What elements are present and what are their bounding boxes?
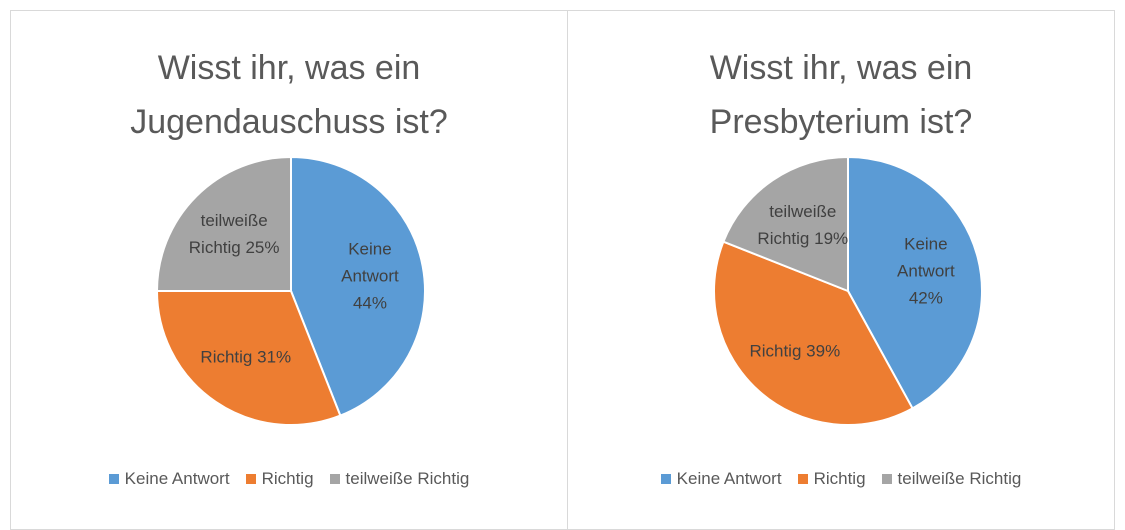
legend-swatch [245,474,256,484]
legend-item: teilweiße Richtig [881,469,1022,489]
legend-label: teilweiße Richtig [345,469,470,488]
legend-label: Keine Antwort [124,469,230,488]
pie [713,155,983,426]
data-label: Keine Antwort 44% [322,235,418,316]
chart-title: Wisst ihr, was ein Jugendauschuss ist? [130,49,448,141]
slice-category: Keine Antwort [897,234,955,281]
legend-item: Keine Antwort [660,469,782,489]
legend-swatch [329,474,340,484]
chart-title: Wisst ihr, was ein Presbyterium ist? [709,49,973,141]
legend-label: teilweiße Richtig [897,469,1022,488]
slice-category: Richtig [749,341,802,361]
slice-value: 42% [908,288,943,308]
pie-slice [290,155,426,417]
chart-panel: Wisst ihr, was ein Jugendauschuss ist? Ke… [10,10,568,530]
slice-value: 39% [806,341,841,361]
slice-category: Keine Antwort [341,239,399,286]
data-label: Richtig 31% [198,344,294,371]
legend-item: Keine Antwort [108,469,230,489]
data-label: teilweiße Richtig 19% [755,198,851,252]
chart-panel: Wisst ihr, was ein Presbyterium ist? Kein… [567,10,1115,530]
slice-category: teilweiße Richtig [757,201,837,248]
legend-item: Richtig [797,469,866,489]
slice-value: 44% [352,293,387,313]
legend: Keine Antwort Richtig teilweiße Richtig [568,469,1114,489]
legend-swatch [797,474,808,484]
legend-item: Richtig [245,469,314,489]
legend-label: Richtig [813,469,866,488]
slice-category: Richtig [200,347,253,367]
legend-label: Richtig [261,469,314,488]
pie-slice [713,240,914,426]
legend-item: teilweiße Richtig [329,469,470,489]
data-label: Keine Antwort 42% [878,231,974,312]
slice-value: 31% [257,347,292,367]
data-label: Richtig 39% [747,338,843,365]
page: Wisst ihr, was ein Jugendauschuss ist? Ke… [10,10,1115,530]
slice-category: teilweiße Richtig [188,211,268,258]
data-label: teilweiße Richtig 25% [186,207,282,261]
legend-swatch [881,474,892,484]
pie-slice [722,155,849,293]
slice-value: 25% [245,238,280,258]
pie-slice [155,155,292,292]
slice-value: 19% [814,228,849,248]
legend-label: Keine Antwort [676,469,782,488]
legend-swatch [660,474,671,484]
pie-slice [155,290,342,426]
legend-swatch [108,474,119,484]
legend: Keine Antwort Richtig teilweiße Richtig [11,469,567,489]
pie [155,155,426,426]
pie-slice [847,155,983,410]
